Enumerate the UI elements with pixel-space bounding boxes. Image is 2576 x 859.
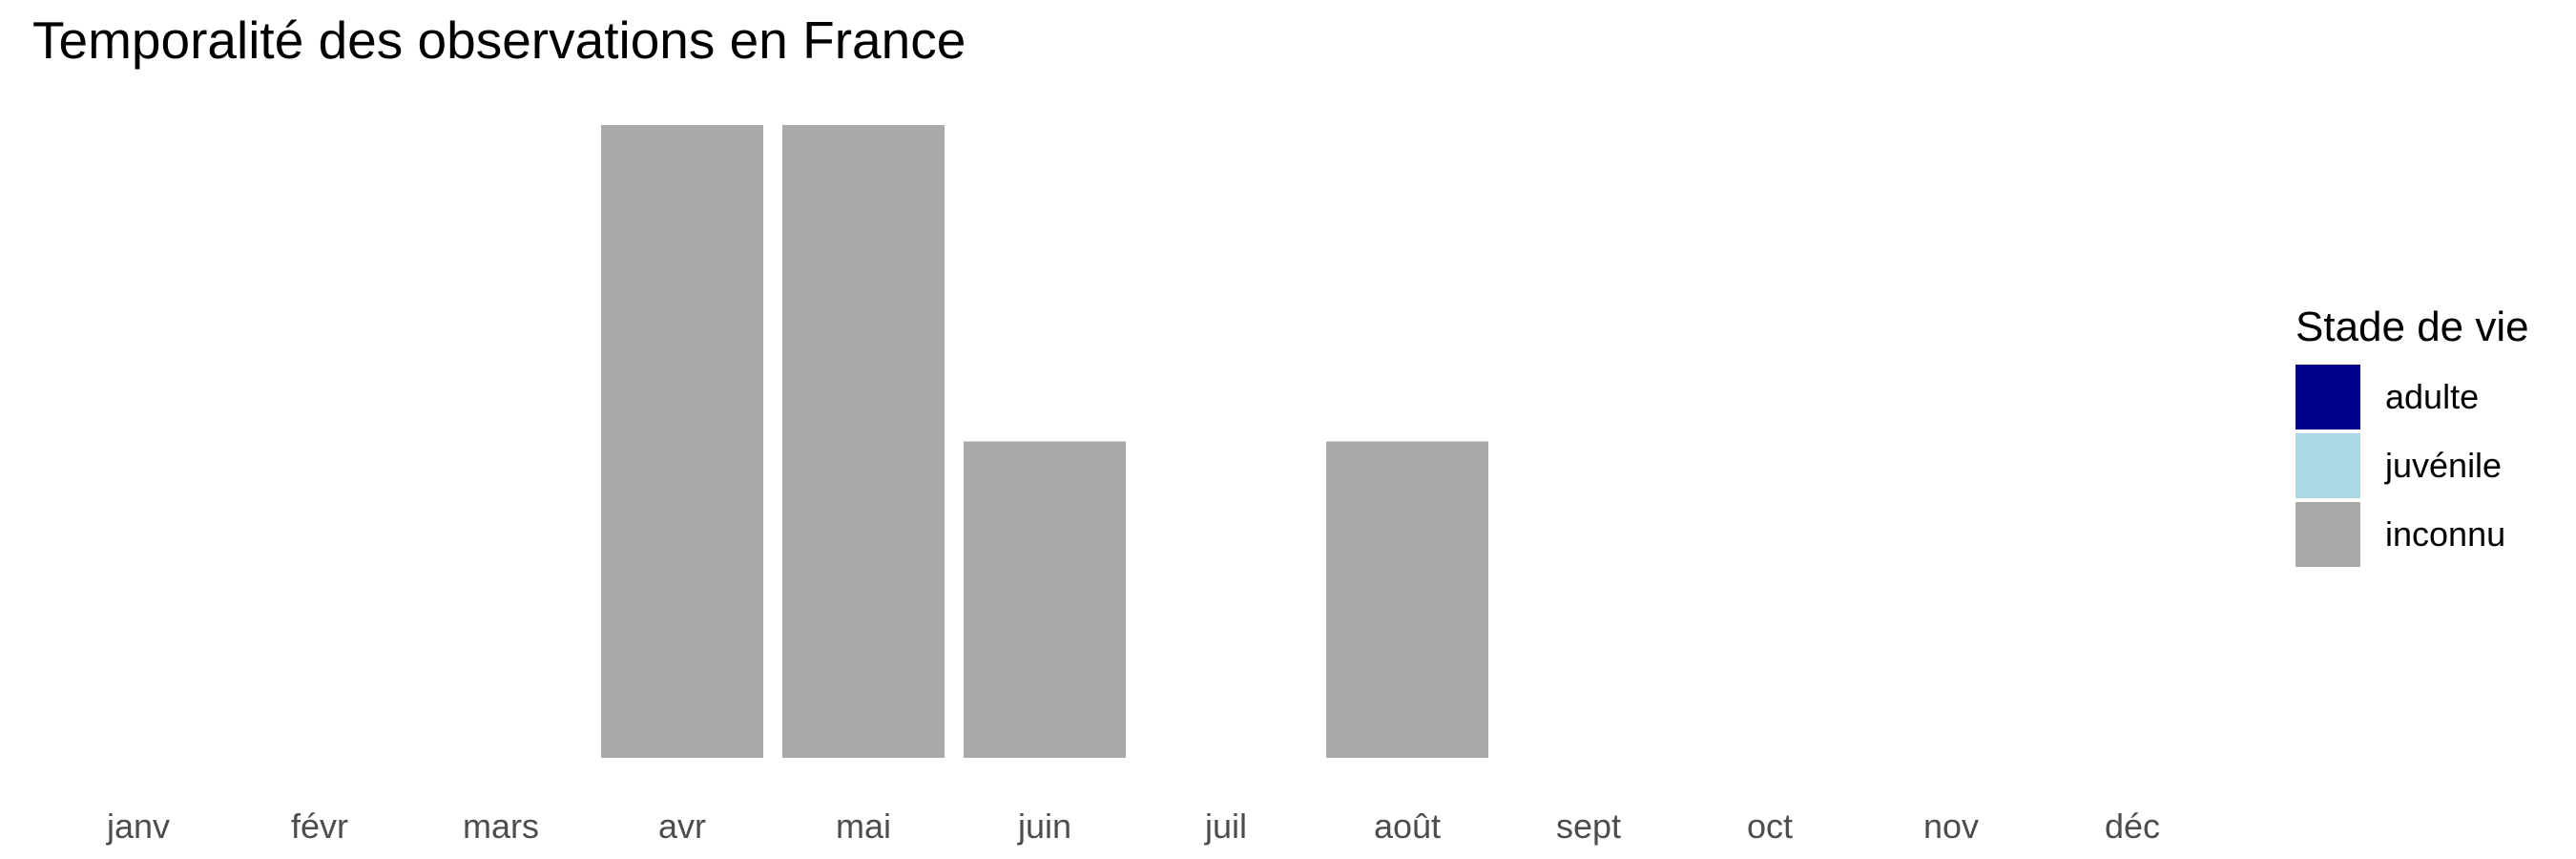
legend: Stade de vie adulte juvénile inconnu [2296,304,2572,569]
bar-inconnu-août [1326,441,1488,758]
x-tick-label: juil [1204,807,1247,846]
x-tick-label: sept [1556,807,1621,846]
bar-inconnu-juin [964,441,1126,758]
x-tick-label: nov [1923,807,1979,846]
legend-swatch [2296,502,2360,567]
legend-item: adulte [2296,363,2572,431]
legend-item: inconnu [2296,500,2572,569]
legend-label: juvénile [2385,446,2503,485]
x-tick-label: mars [463,807,539,846]
legend-swatch [2296,365,2360,430]
legend-title: Stade de vie [2296,304,2529,350]
legend-swatch [2296,433,2360,498]
x-tick-label: janv [106,807,170,846]
legend-item: juvénile [2296,431,2572,500]
x-tick-label: févr [291,807,348,846]
legend-items: adulte juvénile inconnu [2296,363,2572,569]
legend-label: inconnu [2385,514,2506,554]
bars-group [601,125,1488,758]
x-tick-label: avr [658,807,706,846]
x-tick-label: juin [1017,807,1071,846]
x-tick-label: oct [1747,807,1793,846]
legend-label: adulte [2385,377,2480,416]
x-tick-label: mai [836,807,891,846]
x-tick-label: août [1374,807,1441,846]
chart-title: Temporalité des observations en France [32,10,966,70]
bar-inconnu-avr [601,125,763,758]
x-tick-label: déc [2105,807,2160,846]
bar-inconnu-mai [782,125,945,758]
x-axis-tick-labels: janv févr mars avr mai juin juil août sept oct nov… [106,807,2160,846]
